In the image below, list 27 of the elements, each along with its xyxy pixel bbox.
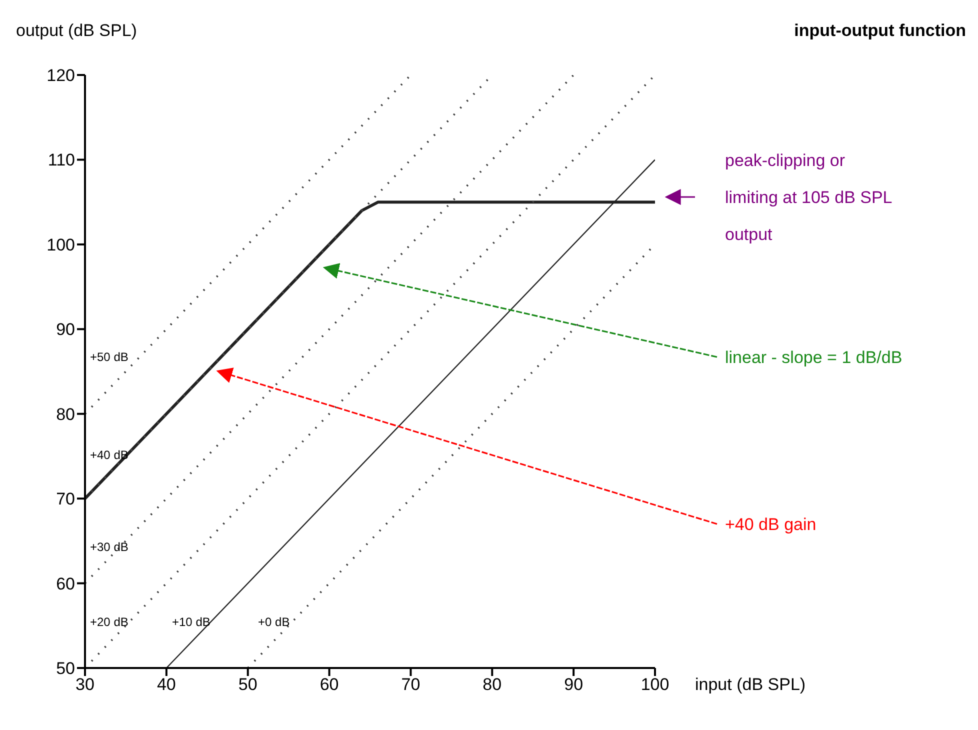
y-tick-label: 70: [56, 490, 75, 509]
annotation: +40 dB gain: [725, 515, 816, 534]
text: input-output function: [794, 21, 966, 40]
x-tick-label: 90: [564, 675, 584, 694]
x-tick-label: 30: [76, 675, 94, 694]
annotation: +20 dB: [90, 615, 128, 629]
annotation: +30 dB: [90, 540, 128, 554]
y-axis-title: output (dB SPL): [16, 21, 137, 40]
x-tick-label: 60: [320, 675, 339, 694]
text: peak-clipping or limiting at 105 dB SPL output: [725, 151, 892, 244]
y-tick-label: 120: [46, 66, 75, 86]
x-tick-label: 100: [640, 675, 670, 694]
y-tick-label: 80: [56, 404, 75, 424]
y-tick-label: 90: [56, 320, 75, 340]
x-tick-label: 50: [238, 675, 258, 694]
y-tick-label: 60: [56, 574, 75, 594]
x-tick-label: 80: [482, 675, 502, 694]
x-tick-label: 70: [401, 675, 420, 694]
text: linear - slope = 1 dB/dB: [725, 348, 902, 367]
x-tick-label: 40: [156, 675, 176, 694]
annotation: +50 dB: [90, 350, 128, 364]
annotation: +0 dB: [258, 615, 290, 629]
y-tick-label: 110: [48, 150, 75, 170]
y-tick-label: 100: [46, 235, 75, 254]
x-axis-title: input (dB SPL): [695, 675, 806, 694]
annotation: +10 dB: [172, 615, 210, 629]
y-tick-label: 50: [56, 659, 75, 678]
